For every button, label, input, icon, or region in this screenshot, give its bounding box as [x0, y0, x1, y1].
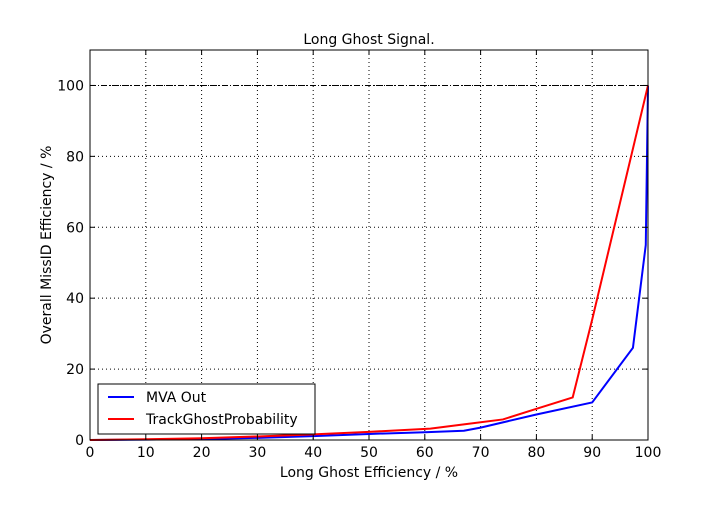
- legend-label-trackghostprobability: TrackGhostProbability: [145, 412, 298, 428]
- x-tick-label: 20: [193, 445, 211, 461]
- x-axis-label: Long Ghost Efficiency / %: [280, 465, 458, 481]
- x-tick-label: 80: [527, 445, 545, 461]
- x-tick-label: 40: [304, 445, 322, 461]
- x-tick-label: 70: [472, 445, 490, 461]
- y-tick-label: 20: [66, 362, 84, 378]
- y-tick-label: 60: [66, 220, 84, 236]
- y-tick-label: 80: [66, 149, 84, 165]
- x-tick-label: 50: [360, 445, 378, 461]
- legend-label-mva-out: MVA Out: [146, 390, 207, 406]
- y-tick-label: 100: [57, 78, 84, 94]
- y-tick-label: 40: [66, 291, 84, 307]
- chart-title: Long Ghost Signal.: [303, 32, 434, 48]
- x-tick-label: 60: [416, 445, 434, 461]
- x-tick-label: 100: [635, 445, 662, 461]
- y-tick-label: 0: [75, 433, 84, 449]
- legend-box: [97, 383, 316, 435]
- x-tick-label: 0: [86, 445, 95, 461]
- legend: MVA Out TrackGhostProbability: [97, 383, 316, 435]
- x-tick-label: 10: [137, 445, 155, 461]
- x-tick-label: 30: [248, 445, 266, 461]
- y-axis-label: Overall MissID Efficiency / %: [39, 146, 55, 345]
- axis-ticks: 0 10 20 30 40 50 60 70 80 90 100 0 20 40 60 80 100: [57, 50, 661, 461]
- x-tick-label: 90: [583, 445, 601, 461]
